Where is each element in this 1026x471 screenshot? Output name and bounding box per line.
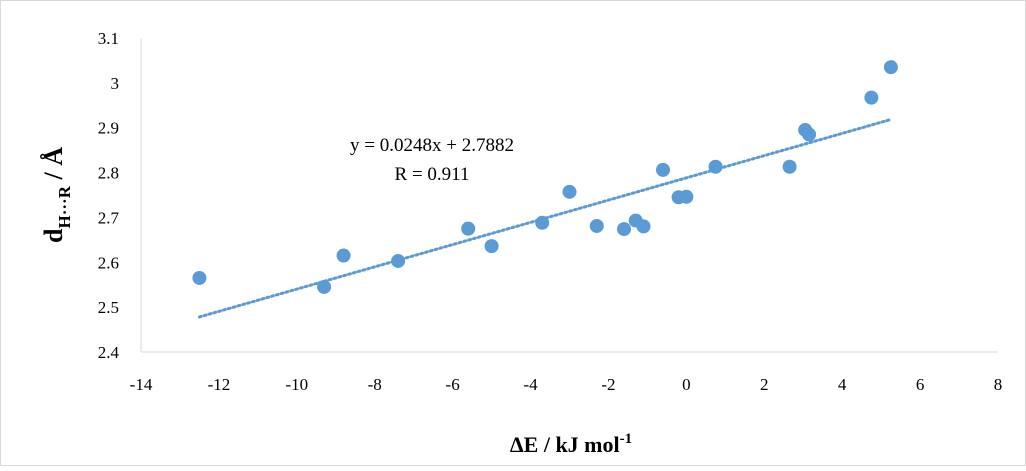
y-tick-label: 2.9 (98, 119, 119, 138)
data-point (317, 279, 332, 294)
data-point (589, 218, 604, 233)
x-label-sup: -1 (620, 431, 633, 447)
data-point (562, 184, 577, 199)
y-tick-label: 2.5 (98, 298, 119, 317)
x-tick-label: 2 (760, 375, 769, 394)
data-point (655, 162, 670, 177)
data-point (864, 90, 879, 105)
data-point (336, 248, 351, 263)
data-point (192, 270, 207, 285)
data-point (883, 60, 898, 75)
y-tick-label: 2.8 (98, 164, 119, 183)
x-axis-label: ΔE / kJ mol-1 (510, 431, 632, 457)
data-point (484, 239, 499, 254)
x-tick-label: -2 (601, 375, 615, 394)
data-point (679, 189, 694, 204)
y-axis-label: dH···R / Å (39, 147, 74, 243)
data-point (617, 222, 632, 237)
x-tick-label: -6 (446, 375, 460, 394)
y-tick-label: 3 (111, 74, 120, 93)
data-point (391, 253, 406, 268)
data-point (636, 219, 651, 234)
y-label-tail: / Å (39, 147, 68, 186)
y-label-sub: H···R (55, 185, 74, 228)
data-point (782, 159, 797, 174)
x-tick-label: 8 (994, 375, 1003, 394)
x-tick-label: 4 (838, 375, 847, 394)
x-tick-label: 6 (916, 375, 925, 394)
x-tick-label: -12 (208, 375, 231, 394)
y-label-main: d (39, 228, 68, 243)
x-label-main: ΔE / kJ mol (510, 432, 620, 457)
x-tick-label: 0 (682, 375, 691, 394)
trend-r: R = 0.911 (395, 164, 470, 185)
y-tick-label: 2.6 (98, 253, 119, 272)
y-tick-label: 2.4 (98, 343, 120, 362)
data-point (708, 159, 723, 174)
data-point (461, 221, 476, 236)
data-point (802, 127, 817, 142)
x-tick-label: -4 (523, 375, 538, 394)
y-tick-label: 2.7 (98, 208, 120, 227)
data-point (535, 215, 550, 230)
x-tick-label: -14 (130, 375, 153, 394)
trend-equation: y = 0.0248x + 2.7882 (350, 135, 514, 156)
x-tick-label: -8 (368, 375, 382, 394)
y-tick-label: 3.1 (98, 29, 119, 48)
x-tick-label: -10 (285, 375, 308, 394)
